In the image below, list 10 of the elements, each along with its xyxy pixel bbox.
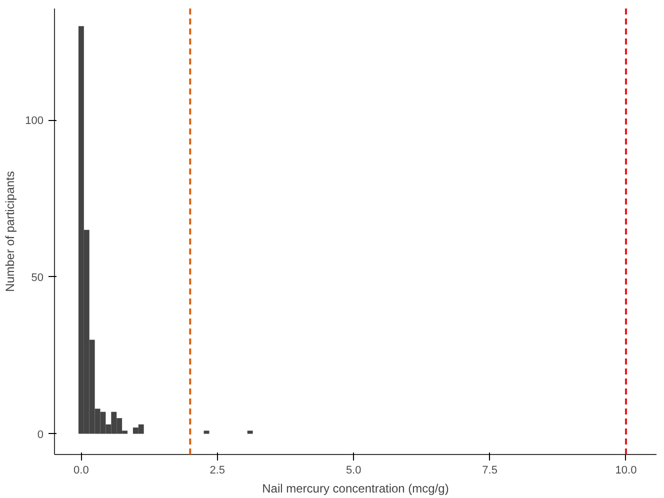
y-tick-label: 50	[31, 272, 44, 284]
x-tick-label: 10.0	[615, 464, 637, 476]
x-tick-label: 2.5	[210, 464, 226, 476]
x-axis-title: Nail mercury concentration (mcg/g)	[262, 482, 449, 496]
y-tick-label: 0	[37, 428, 44, 441]
x-tick-label: 7.5	[482, 464, 498, 476]
x-tick-label: 5.0	[346, 464, 362, 476]
y-axis-title: Number of participants	[3, 171, 18, 292]
y-tick-label: 100	[25, 115, 44, 128]
x-tick-label: 0.0	[74, 464, 89, 476]
